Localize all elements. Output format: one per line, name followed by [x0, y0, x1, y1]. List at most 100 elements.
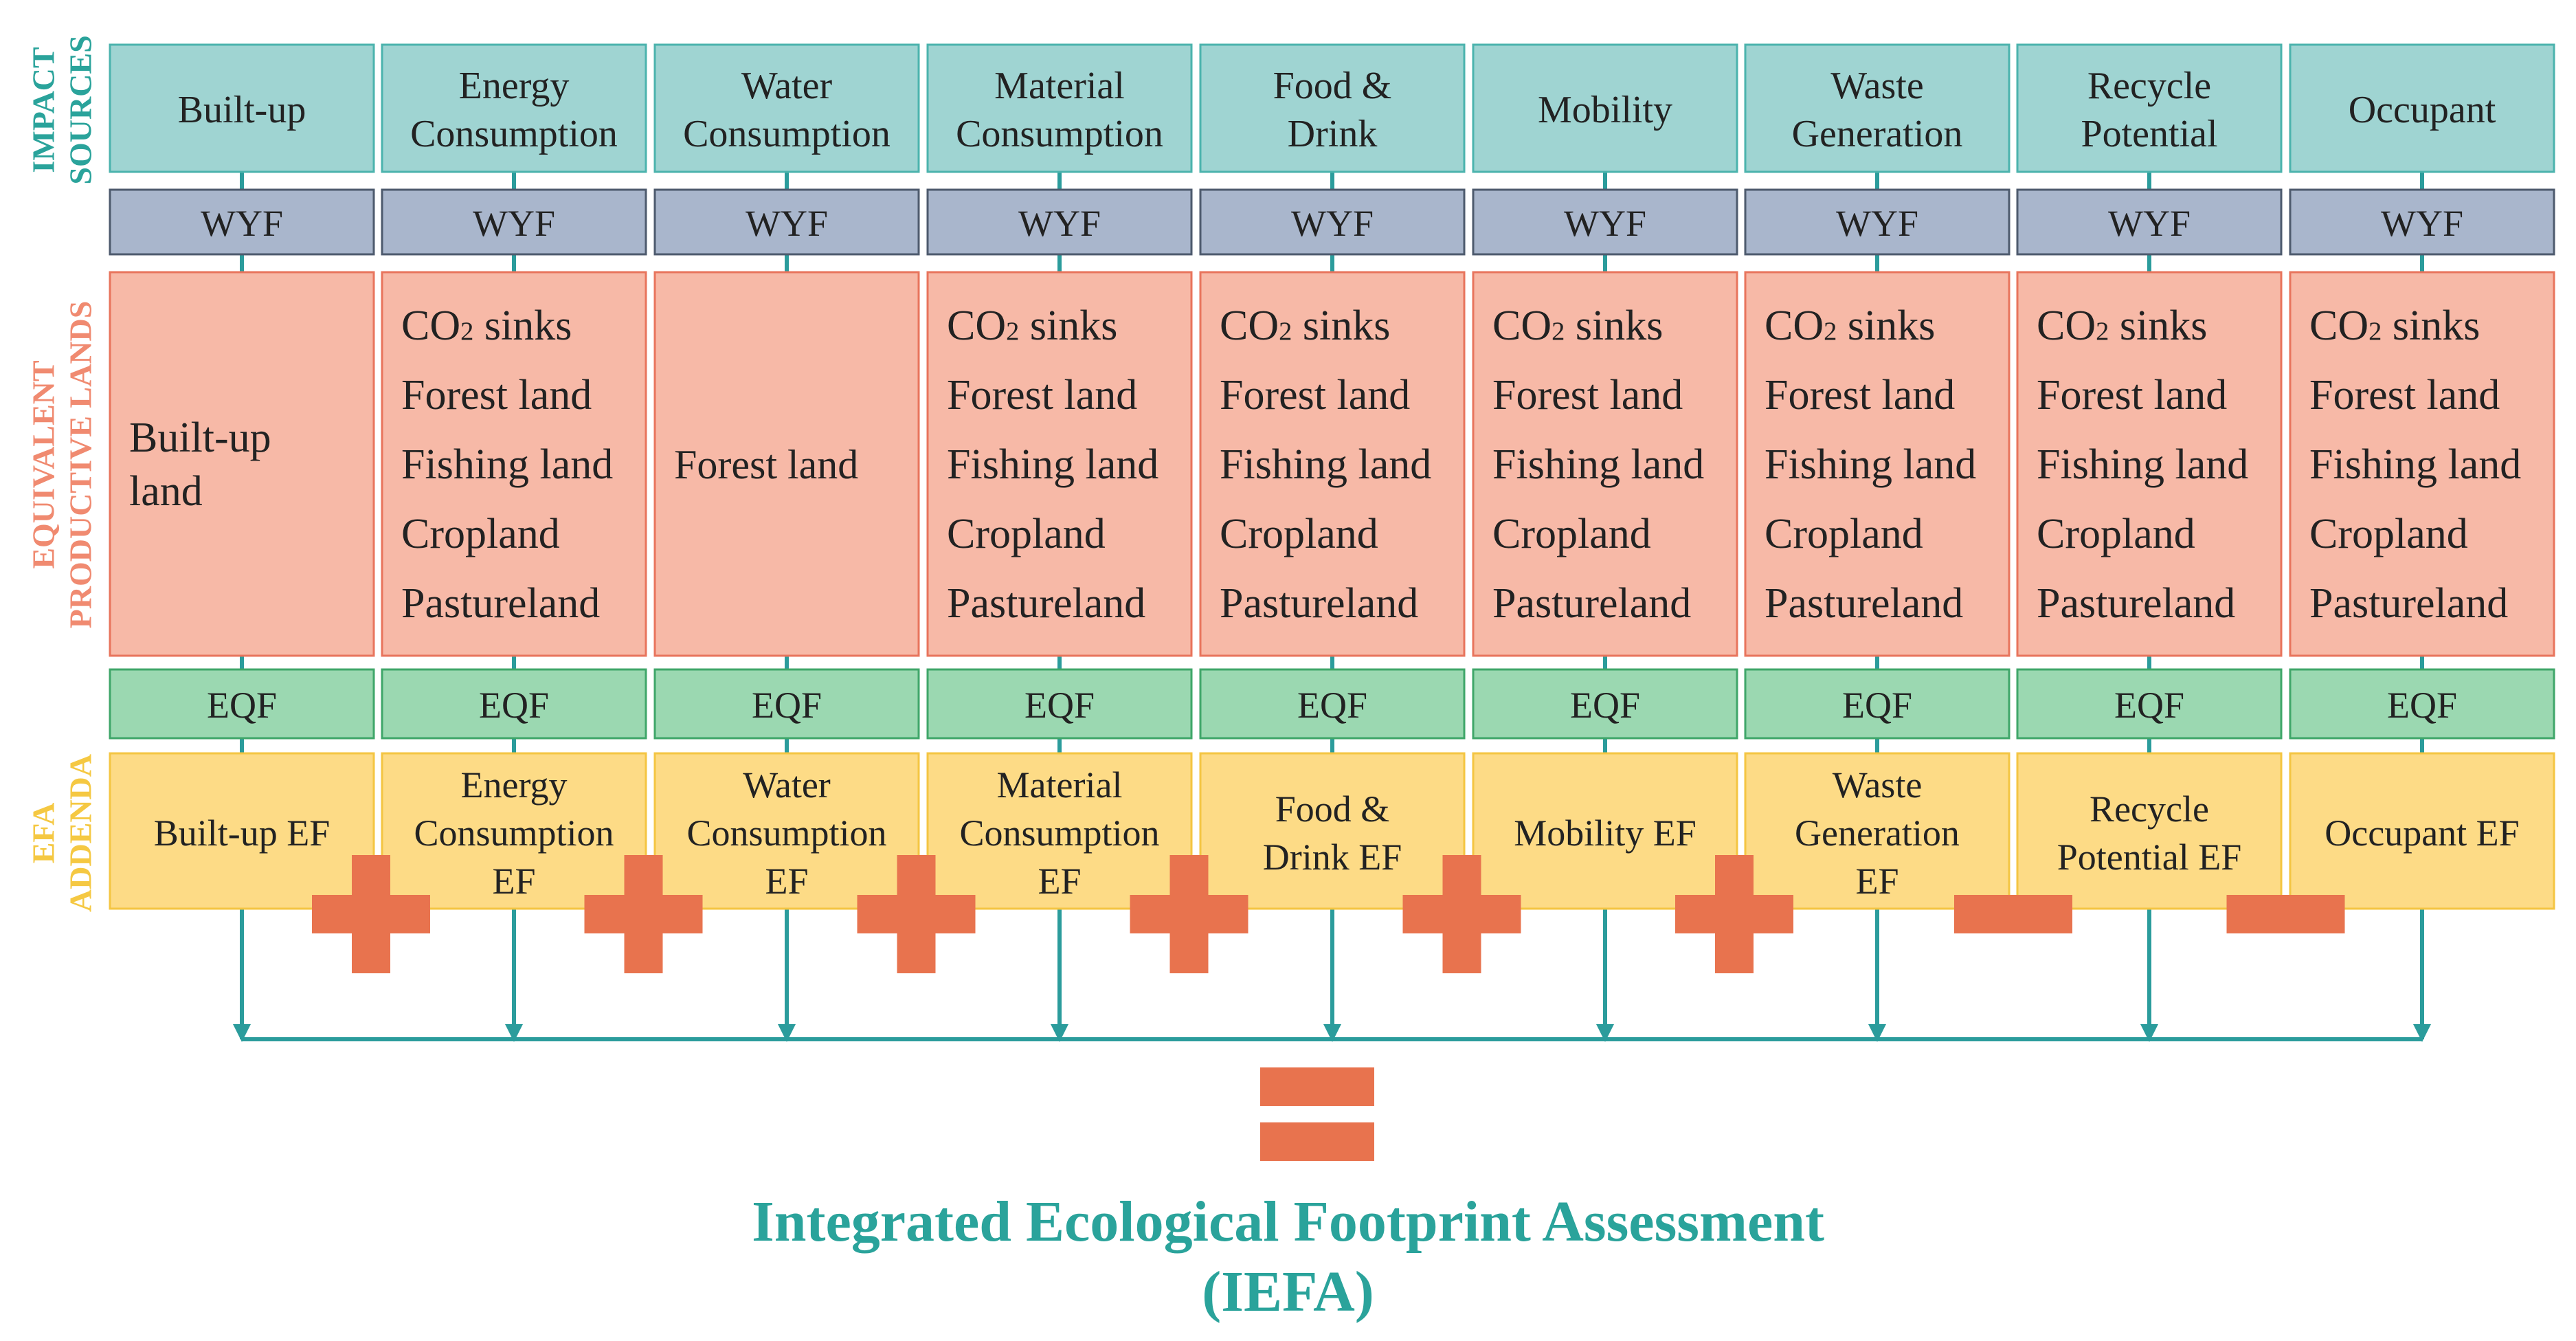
eqf-label: EQF — [1024, 685, 1095, 726]
wyf-label: WYF — [1836, 203, 1918, 244]
wyf-label: WYF — [2381, 203, 2463, 244]
land-type-label: CO2 sinks — [1765, 302, 1935, 349]
equivalent-land-box — [653, 271, 920, 657]
land-type-label: Pastureland — [1492, 580, 1691, 627]
wyf-box — [1472, 188, 1738, 256]
land-type-label: Pastureland — [2037, 580, 2235, 627]
ef-box — [2289, 752, 2555, 910]
wyf-box — [2289, 188, 2555, 256]
land-type-label: CO2 sinks — [1220, 302, 1390, 349]
eqf-label: EQF — [1297, 685, 1367, 726]
impact-source-label: Potential — [2081, 113, 2217, 155]
ef-box — [2016, 752, 2283, 910]
row-label-equivalent-lands: PRODUCTIVE LANDS — [63, 301, 98, 629]
row-label-efa-addenda: ADDENDA — [63, 754, 98, 912]
impact-source-label-group: Occupant — [2349, 89, 2496, 131]
arrowhead — [505, 1024, 523, 1042]
ef-box — [926, 752, 1193, 910]
land-type-label: Cropland — [1765, 511, 1923, 557]
impact-source-box — [381, 43, 647, 173]
ef-label-group: Energy Consumption EF — [414, 764, 614, 902]
land-type-label: Forest land — [1765, 372, 1955, 419]
land-type-label: Fishing land — [947, 441, 1158, 488]
impact-source-label-group: Built-up — [178, 89, 306, 131]
arrowhead — [233, 1024, 251, 1042]
land-type-label: Cropland — [1492, 511, 1651, 557]
land-type-label: Built-up — [129, 414, 271, 461]
impact-source-label-group: Water Consumption — [683, 65, 891, 155]
land-type-label: CO2 sinks — [2037, 302, 2207, 349]
ef-label: Material — [997, 764, 1123, 806]
arrowhead — [1868, 1024, 1886, 1042]
eqf-box — [109, 668, 375, 740]
equivalent-land-box — [2016, 271, 2283, 657]
row-label-efa-addenda-group: EFA ADDENDA — [26, 754, 98, 912]
wyf-box — [653, 188, 920, 256]
ef-label: EF — [765, 861, 808, 902]
impact-source-label-group: Material Consumption — [956, 65, 1163, 155]
ef-label: Drink EF — [1263, 836, 1402, 878]
ef-label: Mobility EF — [1514, 812, 1696, 854]
land-type-label: Pastureland — [1220, 580, 1418, 627]
land-type-label: land — [129, 468, 203, 515]
land-type-label: Fishing land — [1220, 441, 1431, 488]
impact-source-box — [926, 43, 1193, 173]
land-type-label: CO2 sinks — [2309, 302, 2480, 349]
arrowhead — [1596, 1024, 1614, 1042]
ef-box — [653, 752, 920, 910]
arrowhead — [1051, 1024, 1068, 1042]
ef-label: Occupant EF — [2325, 812, 2519, 854]
ef-label: EF — [1038, 861, 1081, 902]
land-type-label: Fishing land — [1492, 441, 1704, 488]
equivalent-land-box — [1199, 271, 1466, 657]
wyf-box — [109, 188, 375, 256]
wyf-label: WYF — [473, 203, 555, 244]
ef-label-group: Water Consumption EF — [686, 764, 886, 902]
impact-source-box — [653, 43, 920, 173]
wyf-box — [2016, 188, 2283, 256]
impact-source-label: Generation — [1792, 113, 1963, 155]
land-type-label-group: Built-up land — [129, 414, 271, 515]
land-type-label: Pastureland — [401, 580, 600, 627]
land-type-label: Forest land — [2037, 372, 2227, 419]
impact-source-box — [2289, 43, 2555, 173]
impact-source-box — [109, 43, 375, 173]
row-label-efa-addenda: EFA — [26, 803, 61, 864]
ef-label-group: Food & Drink EF — [1263, 788, 1402, 878]
plus-operator-vertical — [897, 855, 936, 973]
ef-label: Recycle — [2090, 788, 2209, 830]
plus-operator-vertical — [352, 855, 390, 973]
plus-operator-vertical — [1442, 855, 1481, 973]
land-type-label-group: CO2 sinks Forest land Fishing land Cropland… — [401, 302, 613, 627]
impact-source-label: Built-up — [178, 89, 306, 131]
ef-box — [1199, 752, 1466, 910]
wyf-label: WYF — [1564, 203, 1646, 244]
arrowhead — [2413, 1024, 2431, 1042]
impact-source-label-group: Mobility — [1538, 89, 1672, 131]
plus-operator-vertical — [1715, 855, 1754, 973]
land-type-label: Forest land — [947, 372, 1137, 419]
land-type-label-group: CO2 sinks Forest land Fishing land Cropland… — [2309, 302, 2521, 627]
wyf-box — [926, 188, 1193, 256]
land-type-label: Fishing land — [2309, 441, 2521, 488]
land-type-label: Pastureland — [947, 580, 1145, 627]
land-type-label-group: CO2 sinks Forest land Fishing land Cropland… — [947, 302, 1158, 627]
ef-label: Waste — [1833, 764, 1923, 806]
land-type-label-group: Forest land — [674, 442, 858, 487]
ef-label: Consumption — [959, 812, 1159, 854]
ef-label: Food & — [1275, 788, 1390, 830]
equivalent-land-box — [381, 271, 647, 657]
plus-operator-vertical — [624, 855, 663, 973]
row-label-equivalent-lands-group: EQUIVALENT PRODUCTIVE LANDS — [26, 301, 98, 629]
eqf-box — [1199, 668, 1466, 740]
ef-box — [109, 752, 375, 910]
ef-label: Built-up EF — [154, 812, 331, 854]
land-type-label: Forest land — [401, 372, 592, 419]
impact-source-box — [1744, 43, 2011, 173]
land-type-label: Forest land — [2309, 372, 2500, 419]
ef-label: Generation — [1795, 812, 1960, 854]
impact-source-box — [1472, 43, 1738, 173]
eqf-label: EQF — [1842, 685, 1912, 726]
impact-source-label: Consumption — [956, 113, 1163, 155]
wyf-label: WYF — [746, 203, 828, 244]
